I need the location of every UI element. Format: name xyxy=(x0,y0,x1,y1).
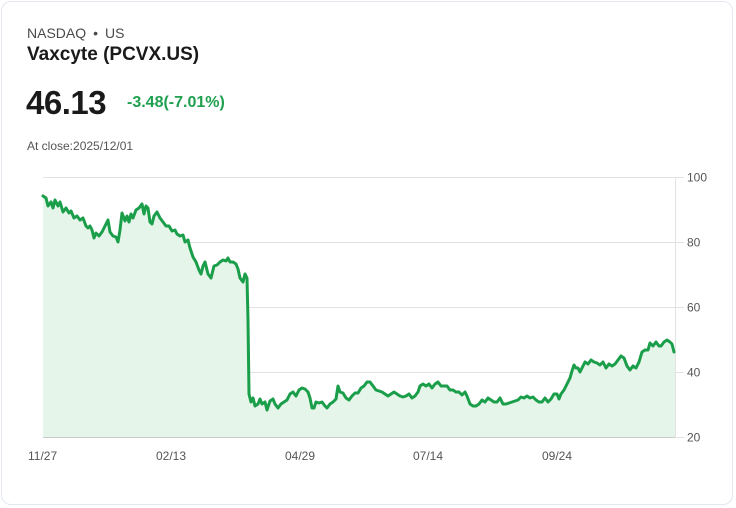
price-line xyxy=(41,194,676,412)
y-tick-40: 40 xyxy=(687,366,701,380)
stock-title: Vaxcyte (PCVX.US) xyxy=(27,44,200,65)
price-area xyxy=(43,196,675,437)
x-tick-label: 04/29 xyxy=(285,449,315,463)
x-tick-label: 09/24 xyxy=(542,449,572,463)
y-tick-60: 60 xyxy=(687,301,701,315)
price-change: -3.48(-7.01%) xyxy=(127,94,225,111)
exchange-name: NASDAQ xyxy=(27,25,87,41)
market-name: US xyxy=(105,25,125,41)
x-tick-label: 02/13 xyxy=(156,449,186,463)
current-price: 46.13 xyxy=(26,84,107,121)
x-tick-label: 07/14 xyxy=(413,449,443,463)
separator-dot: • xyxy=(93,25,99,41)
exchange-line: NASDAQ • US xyxy=(27,25,124,41)
y-tick-marks xyxy=(675,177,684,438)
y-tick-20: 20 xyxy=(687,431,701,445)
x-tick-label: 11/27 xyxy=(28,449,57,463)
y-tick-100: 100 xyxy=(687,171,707,185)
close-timestamp: At close:2025/12/01 xyxy=(27,139,134,153)
y-tick-80: 80 xyxy=(687,236,701,250)
